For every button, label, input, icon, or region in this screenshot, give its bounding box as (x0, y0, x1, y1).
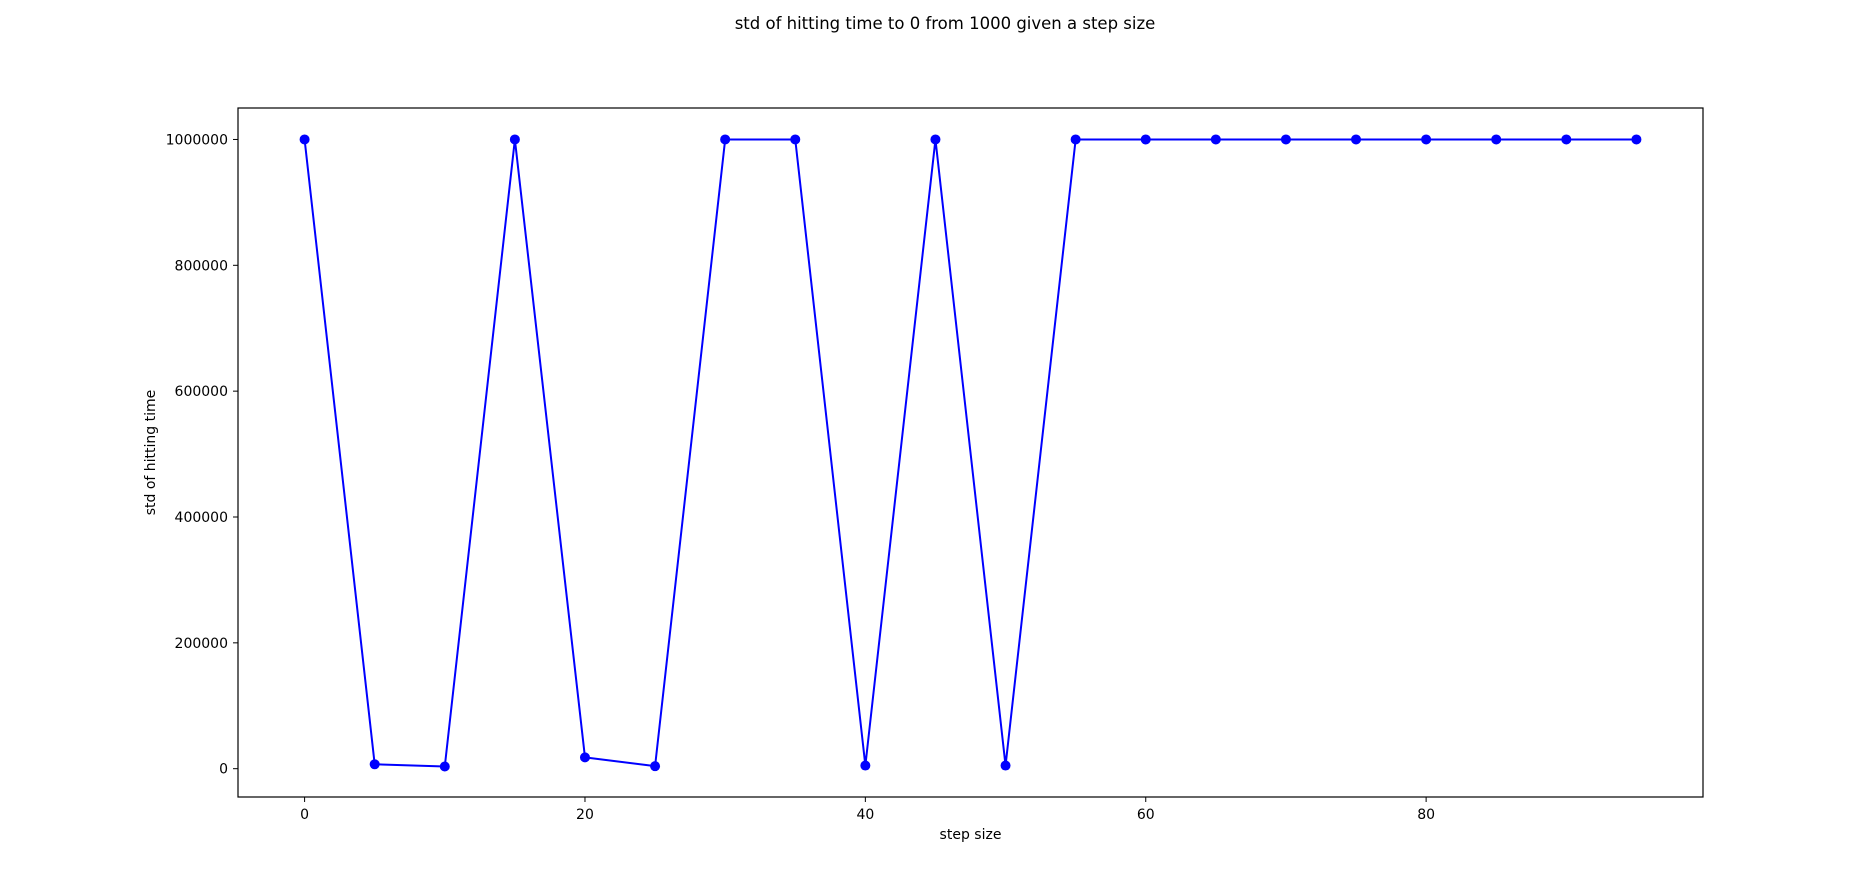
x-tick-label: 20 (576, 807, 594, 823)
plot-area-frame (237, 107, 1704, 798)
series-group (299, 134, 1642, 772)
y-tick-label: 200000 (175, 636, 228, 652)
data-point (439, 761, 450, 772)
x-tick-label: 40 (856, 807, 874, 823)
chart-title: std of hitting time to 0 from 1000 given… (735, 14, 1156, 33)
data-point (650, 761, 661, 772)
series-line (303, 138, 1637, 768)
x-tick-label: 0 (300, 807, 309, 823)
data-point (369, 759, 380, 770)
y-tick-label: 1000000 (166, 132, 228, 148)
x-tick-label: 80 (1417, 807, 1435, 823)
data-point (1561, 134, 1572, 145)
data-point (1421, 134, 1432, 145)
data-point (299, 134, 310, 145)
y-axis-title: std of hitting time (143, 390, 159, 516)
x-tick-label: 60 (1137, 807, 1155, 823)
y-axis-ticks: 0 200000 400000 600000 800000 1000000 (166, 132, 238, 778)
data-point (509, 134, 520, 145)
y-tick-label: 0 (219, 762, 228, 778)
data-point (1631, 134, 1642, 145)
data-point (579, 752, 590, 763)
data-point (860, 760, 871, 771)
data-point (720, 134, 731, 145)
x-axis-ticks: 0 20 40 60 80 (300, 797, 1435, 823)
y-tick-label: 600000 (175, 384, 228, 400)
data-point (930, 134, 941, 145)
y-tick-label: 800000 (175, 258, 228, 274)
data-point (1070, 134, 1081, 145)
data-point (1000, 760, 1011, 771)
data-point (1210, 134, 1221, 145)
data-point (790, 134, 801, 145)
data-point (1351, 134, 1362, 145)
data-point (1140, 134, 1151, 145)
x-axis-title: step size (940, 827, 1002, 843)
data-point (1491, 134, 1502, 145)
y-tick-label: 400000 (175, 510, 228, 526)
data-point (1280, 134, 1291, 145)
